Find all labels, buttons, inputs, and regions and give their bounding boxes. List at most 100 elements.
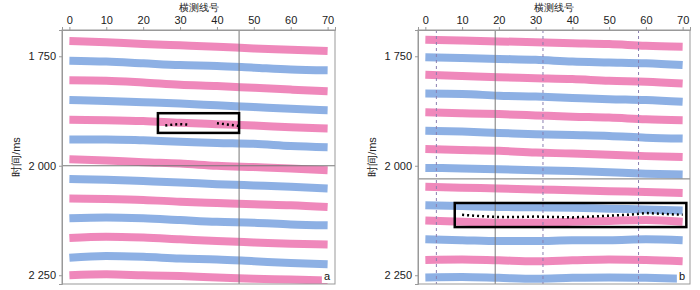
reflector [425, 220, 682, 223]
y-tick-label: 2 250 [28, 269, 56, 281]
reflector [425, 94, 682, 102]
panel-label: b [679, 270, 685, 282]
y-axis-title: 时间/ms [366, 137, 378, 177]
x-tick-label: 20 [138, 14, 150, 26]
dashed-line [436, 30, 437, 284]
reflector [69, 159, 327, 170]
panel-label-patch [322, 269, 333, 283]
reflector [425, 187, 682, 193]
y-axis-line [415, 31, 419, 285]
x-tick-mark [328, 27, 329, 30]
reflector [69, 139, 327, 147]
x-tick-label: 30 [174, 14, 186, 26]
highlight-box [158, 113, 239, 133]
x-tick-label: 70 [322, 14, 334, 26]
y-tick-mark [415, 166, 418, 167]
x-axis: 010203040506070 [63, 14, 336, 31]
x-tick: 60 [640, 14, 652, 30]
plot-area [418, 30, 690, 284]
reflector [425, 168, 682, 175]
reflector [425, 75, 682, 84]
panel: 0102030405060701 7502 0002 250横测线号时间/msb [366, 2, 690, 285]
plot-frame [62, 30, 335, 284]
x-tick-label: 70 [677, 14, 689, 26]
x-tick-mark [609, 27, 610, 30]
reflector [69, 61, 327, 71]
x-axis-title: 横测线号 [179, 2, 219, 13]
reflector [69, 237, 327, 245]
reflector [425, 112, 682, 120]
x-tick-label: 40 [567, 14, 579, 26]
x-tick-mark [217, 27, 218, 30]
x-tick: 60 [285, 14, 297, 30]
x-axis-title: 横测线号 [534, 2, 574, 13]
panel: 0102030405060701 7502 0002 250横测线号时间/msa [10, 2, 335, 285]
pick-line [165, 124, 187, 125]
y-tick-mark [59, 275, 62, 276]
x-tick-mark [106, 27, 107, 30]
y-tick-mark [415, 275, 418, 276]
x-tick-mark [462, 27, 463, 30]
pick-line [217, 123, 239, 126]
y-axis-title: 时间/ms [10, 137, 22, 177]
x-tick-mark [425, 27, 426, 30]
plot-frame [418, 30, 690, 284]
y-tick: 1 750 [28, 50, 62, 62]
x-tick-mark [291, 27, 292, 30]
y-tick-label: 2 250 [384, 269, 412, 281]
y-tick-label: 2 000 [28, 160, 56, 172]
y-tick-mark [59, 166, 62, 167]
x-tick-mark [69, 27, 70, 30]
x-tick: 50 [604, 14, 616, 30]
dashed-line [638, 30, 639, 284]
x-tick-label: 30 [530, 14, 542, 26]
x-tick: 30 [174, 14, 186, 30]
x-tick-label: 10 [101, 14, 113, 26]
y-tick-mark [415, 56, 418, 57]
x-tick-mark [143, 27, 144, 30]
y-axis: 1 750 2 000 2 250 [28, 31, 62, 285]
x-tick: 40 [567, 14, 579, 30]
y-axis: 1 750 2 000 2 250 [384, 31, 418, 285]
x-axis-line [63, 27, 336, 31]
y-tick: 2 000 [28, 160, 62, 172]
figure: 0102030405060701 7502 0002 250横测线号时间/msa… [0, 0, 700, 290]
reflector [69, 199, 327, 207]
x-tick-label: 60 [640, 14, 652, 26]
x-tick: 10 [101, 14, 113, 30]
y-tick-mark [59, 56, 62, 57]
y-tick-label: 1 750 [28, 50, 56, 62]
reflector [69, 256, 327, 264]
panel-label-patch [677, 269, 687, 283]
reflector [69, 120, 327, 129]
crosshair-y [418, 178, 690, 179]
x-tick-label: 0 [67, 14, 73, 26]
y-tick: 2 000 [384, 160, 418, 172]
x-tick-mark [646, 27, 647, 30]
x-tick: 0 [423, 14, 429, 30]
y-tick-label: 1 750 [384, 50, 412, 62]
x-tick: 20 [493, 14, 505, 30]
x-axis: 010203040506070 [419, 14, 691, 31]
x-tick-mark [536, 27, 537, 30]
reflector [69, 274, 327, 280]
reflector [69, 217, 327, 225]
x-tick: 70 [322, 14, 334, 30]
x-axis-line [419, 27, 691, 31]
y-tick-label: 2 000 [384, 160, 412, 172]
x-tick: 70 [677, 14, 689, 30]
x-tick-label: 50 [248, 14, 260, 26]
reflector [425, 259, 682, 261]
reflector [69, 100, 327, 110]
pick-line [462, 213, 683, 217]
x-tick: 0 [67, 14, 73, 30]
y-tick: 1 750 [384, 50, 418, 62]
reflector [425, 131, 682, 139]
x-tick-mark [254, 27, 255, 30]
crosshair-y [62, 165, 335, 166]
plot-area [62, 30, 335, 284]
y-tick: 2 250 [384, 269, 418, 281]
x-tick-label: 50 [604, 14, 616, 26]
x-tick: 50 [248, 14, 260, 30]
reflector [425, 40, 682, 47]
